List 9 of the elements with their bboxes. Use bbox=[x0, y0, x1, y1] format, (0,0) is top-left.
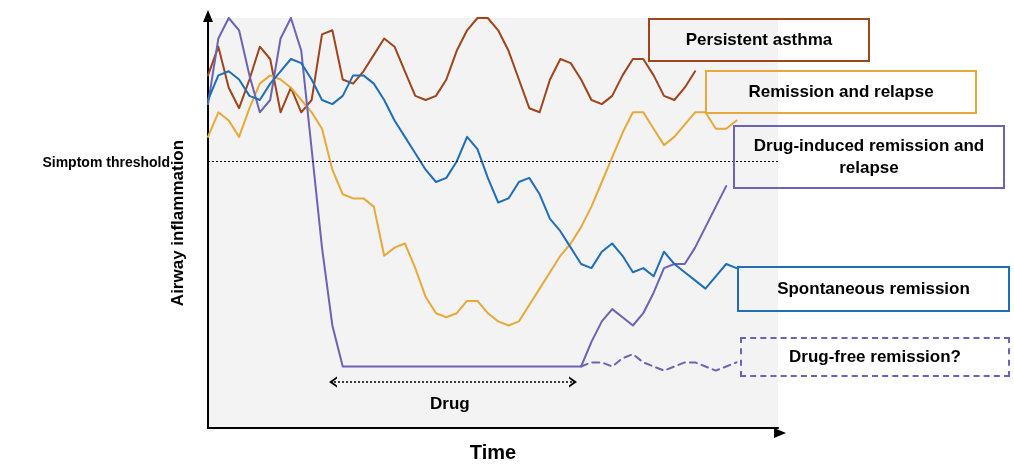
series-label: Persistent asthma bbox=[648, 18, 870, 62]
y-axis-title: Airway inflammation bbox=[168, 139, 187, 307]
text: Spontaneous remission bbox=[737, 266, 1010, 312]
text: Drug-free remission? bbox=[740, 337, 1010, 377]
ref-line-label: Simptom threshold bbox=[42, 153, 170, 170]
series-label: Remission and relapse bbox=[705, 70, 977, 114]
annotation: Drug bbox=[430, 394, 470, 414]
x-axis-title: Time bbox=[469, 441, 517, 463]
series-label: Drug-induced remission and relapse bbox=[733, 125, 1005, 189]
